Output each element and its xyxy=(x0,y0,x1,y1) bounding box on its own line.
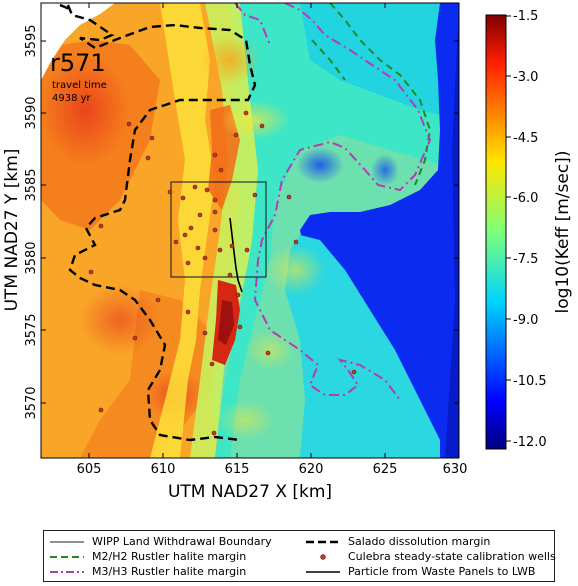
realization-label: r571 xyxy=(50,49,106,77)
map-frame xyxy=(40,2,460,459)
legend: WIPP Land Withdrawal Boundary M2/H2 Rust… xyxy=(43,530,556,582)
legend-label: Culebra steady-state calibration wells xyxy=(348,550,556,563)
salado-margin-line-inner xyxy=(59,3,73,12)
x-tick-label: 625 xyxy=(373,462,398,477)
legend-item-m2h2: M2/H2 Rustler halite margin xyxy=(50,550,246,563)
y-tick-label: 3575 xyxy=(24,313,39,346)
colorbar-label: log10(Keff [m/sec]) xyxy=(553,151,573,314)
x-tick-label: 630 xyxy=(443,462,468,477)
colorbar-tick: -12.0 xyxy=(513,435,547,450)
x-axis-label: UTM NAD27 X [km] xyxy=(168,482,332,502)
legend-label: M2/H2 Rustler halite margin xyxy=(92,550,247,563)
wipp-boundary xyxy=(170,181,267,278)
legend-item-wipp-boundary: WIPP Land Withdrawal Boundary xyxy=(50,535,272,548)
y-axis xyxy=(41,40,459,404)
m3h3-margin-line xyxy=(253,3,432,401)
y-tick-label: 3590 xyxy=(24,96,39,129)
thin-line-symbol xyxy=(50,536,84,548)
colorbar-tick: -9.0 xyxy=(513,313,538,328)
legend-item-particle: Particle from Waste Panels to LWB xyxy=(306,565,535,578)
m3h3-margin-line-n xyxy=(234,3,271,46)
colorbar-tick: -7.5 xyxy=(513,252,538,267)
m2h2-margin-line-w xyxy=(311,39,346,81)
legend-label: M3/H3 Rustler halite margin xyxy=(92,565,247,578)
legend-label: Salado dissolution margin xyxy=(348,535,491,548)
legend-item-m3h3: M3/H3 Rustler halite margin xyxy=(50,565,246,578)
y-tick-label: 3570 xyxy=(24,386,39,419)
travel-time-value: 4938 yr xyxy=(52,93,92,104)
x-tick-label: 615 xyxy=(225,462,250,477)
x-tick-label: 610 xyxy=(151,462,176,477)
colorbar-tick: -4.5 xyxy=(513,131,538,146)
colorbar xyxy=(485,14,507,450)
travel-time-label: travel time xyxy=(52,80,107,91)
colorbar-tick: -6.0 xyxy=(513,191,538,206)
y-tick-label: 3580 xyxy=(24,241,39,274)
green-dashed-symbol xyxy=(50,551,84,563)
well-dot-symbol xyxy=(306,551,340,563)
solid-line-symbol xyxy=(306,566,340,578)
x-axis xyxy=(88,3,386,458)
legend-item-wells: Culebra steady-state calibration wells xyxy=(306,550,556,563)
colorbar-tick: -3.0 xyxy=(513,70,538,85)
x-tick-label: 620 xyxy=(299,462,324,477)
y-tick-label: 3595 xyxy=(24,24,39,57)
purple-dashdot-symbol xyxy=(50,566,84,578)
conductivity-field xyxy=(41,3,459,458)
legend-item-salado: Salado dissolution margin xyxy=(306,535,490,548)
colorbar-tick: -1.5 xyxy=(513,9,538,24)
calibration-wells xyxy=(88,110,357,436)
y-tick-label: 3585 xyxy=(24,168,39,201)
legend-label: WIPP Land Withdrawal Boundary xyxy=(92,535,272,548)
y-axis-label: UTM NAD27 Y [km] xyxy=(2,149,22,312)
x-tick-label: 605 xyxy=(77,462,102,477)
particle-track xyxy=(229,217,243,293)
legend-label: Particle from Waste Panels to LWB xyxy=(348,565,536,578)
black-dashed-symbol xyxy=(306,536,340,548)
colorbar-tick: -10.5 xyxy=(513,374,547,389)
salado-margin-line xyxy=(66,4,257,442)
